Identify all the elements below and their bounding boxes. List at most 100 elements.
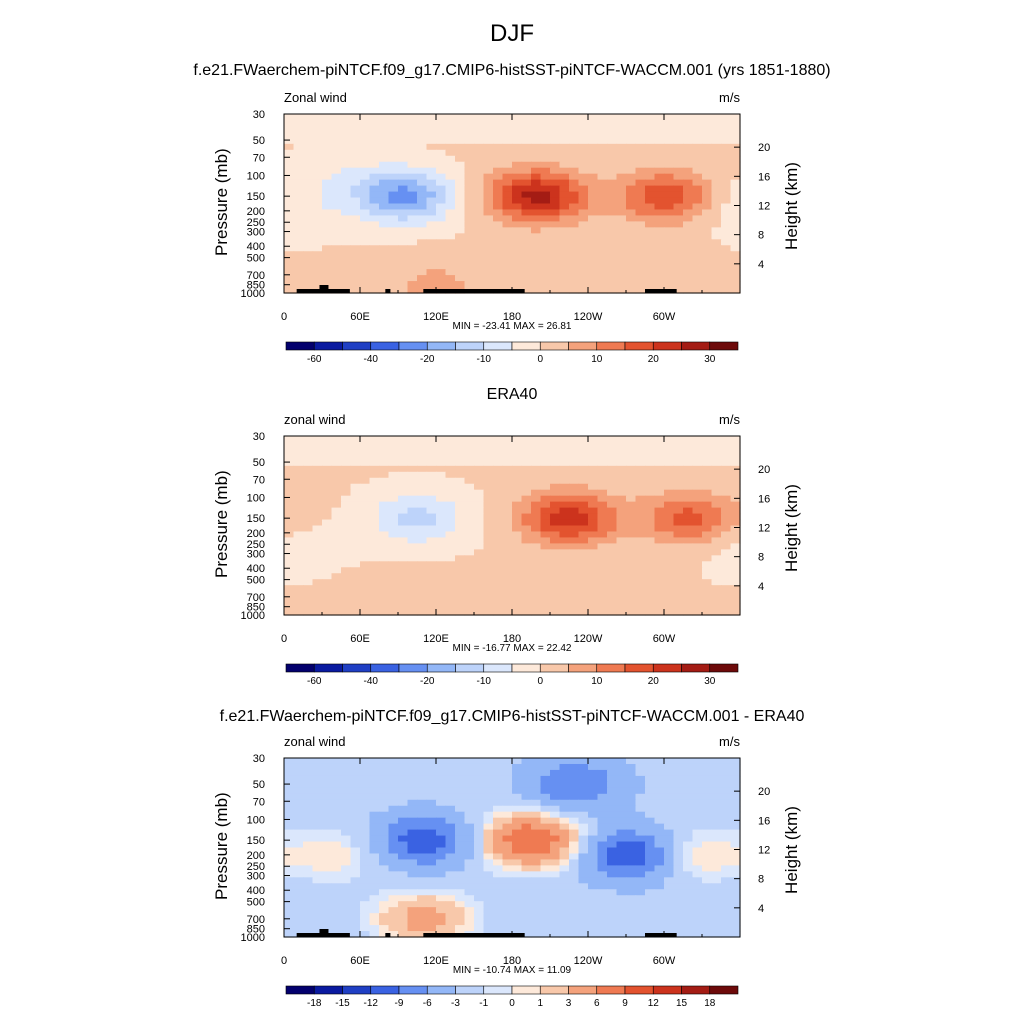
field-cell xyxy=(331,489,342,497)
field-cell xyxy=(284,787,295,795)
field-cell xyxy=(379,513,390,521)
field-cell xyxy=(350,185,361,193)
field-cell xyxy=(293,125,304,133)
field-cell xyxy=(502,919,513,926)
field-cell xyxy=(654,537,665,544)
field-cell xyxy=(379,489,390,497)
field-cell xyxy=(664,925,675,932)
field-cell xyxy=(521,483,532,491)
field-cell xyxy=(578,221,589,228)
field-cell xyxy=(464,215,475,222)
field-cell xyxy=(426,603,437,610)
field-cell xyxy=(635,525,646,533)
field-cell xyxy=(683,907,694,914)
field-cell xyxy=(493,167,504,175)
field-cell xyxy=(426,799,437,807)
field-cell xyxy=(512,209,523,217)
field-cell xyxy=(407,781,418,789)
field-cell xyxy=(312,119,323,127)
pressure-tick-label: 300 xyxy=(247,549,265,561)
field-cell xyxy=(331,155,342,163)
field-cell xyxy=(331,513,342,521)
field-cell xyxy=(673,758,684,765)
field-cell xyxy=(521,436,532,443)
field-cell xyxy=(436,811,447,819)
pressure-tick-label: 300 xyxy=(247,227,265,239)
field-cell xyxy=(702,859,713,866)
field-cell xyxy=(303,591,314,598)
field-cell xyxy=(360,149,371,157)
field-cell xyxy=(360,215,371,222)
field-cell xyxy=(445,477,456,485)
field-cell xyxy=(388,453,399,461)
field-cell xyxy=(626,203,637,211)
field-cell xyxy=(616,477,627,485)
field-cell xyxy=(654,907,665,914)
field-cell xyxy=(436,889,447,896)
field-cell xyxy=(303,501,314,509)
field-cell xyxy=(721,149,732,157)
field-cell xyxy=(322,871,333,878)
field-cell xyxy=(331,251,342,258)
field-cell xyxy=(730,579,741,586)
field-cell xyxy=(284,579,295,586)
field-cell xyxy=(284,525,295,533)
field-cell xyxy=(398,531,409,539)
field-cell xyxy=(322,215,333,222)
field-cell xyxy=(721,769,732,777)
field-cell xyxy=(683,781,694,789)
field-cell xyxy=(569,823,580,831)
field-cell xyxy=(692,441,703,449)
field-cell xyxy=(464,531,475,539)
field-cell xyxy=(692,275,703,282)
field-cell xyxy=(284,114,295,121)
field-cell xyxy=(521,585,532,592)
field-cell xyxy=(436,137,447,145)
field-cell xyxy=(474,555,485,562)
field-cell xyxy=(398,441,409,449)
field-cell xyxy=(350,871,361,878)
field-cell xyxy=(531,161,542,169)
field-cell xyxy=(312,841,323,849)
field-cell xyxy=(379,543,390,550)
field-cell xyxy=(293,531,304,539)
field-cell xyxy=(350,775,361,783)
field-cell xyxy=(284,125,295,133)
field-cell xyxy=(512,525,523,533)
field-cell xyxy=(388,543,399,550)
field-cell xyxy=(312,871,323,878)
field-cell xyxy=(464,143,475,151)
field-cell xyxy=(350,781,361,789)
field-cell xyxy=(721,209,732,217)
field-cell xyxy=(474,603,485,610)
field-cell xyxy=(664,585,675,592)
field-cell xyxy=(445,907,456,914)
field-cell xyxy=(711,591,722,598)
field-cell xyxy=(512,585,523,592)
field-cell xyxy=(426,877,437,884)
field-cell xyxy=(293,549,304,556)
field-cell xyxy=(645,143,656,151)
field-cell xyxy=(521,561,532,568)
field-cell xyxy=(607,215,618,222)
field-cell xyxy=(540,495,551,503)
field-cell xyxy=(664,573,675,580)
field-cell xyxy=(692,889,703,896)
field-cell xyxy=(284,436,295,443)
field-cell xyxy=(721,197,732,205)
field-cell xyxy=(721,781,732,789)
colorbar-label: 3 xyxy=(566,998,572,1009)
field-cell xyxy=(322,889,333,896)
field-cell xyxy=(673,889,684,896)
field-cell xyxy=(730,853,741,861)
field-cell xyxy=(455,119,466,127)
field-cell xyxy=(331,775,342,783)
field-cell xyxy=(569,489,580,497)
field-cell xyxy=(455,901,466,908)
field-cell xyxy=(616,465,627,473)
field-cell xyxy=(379,149,390,157)
field-cell xyxy=(388,149,399,157)
field-cell xyxy=(692,573,703,580)
field-cell xyxy=(341,567,352,574)
field-cell xyxy=(531,877,542,884)
